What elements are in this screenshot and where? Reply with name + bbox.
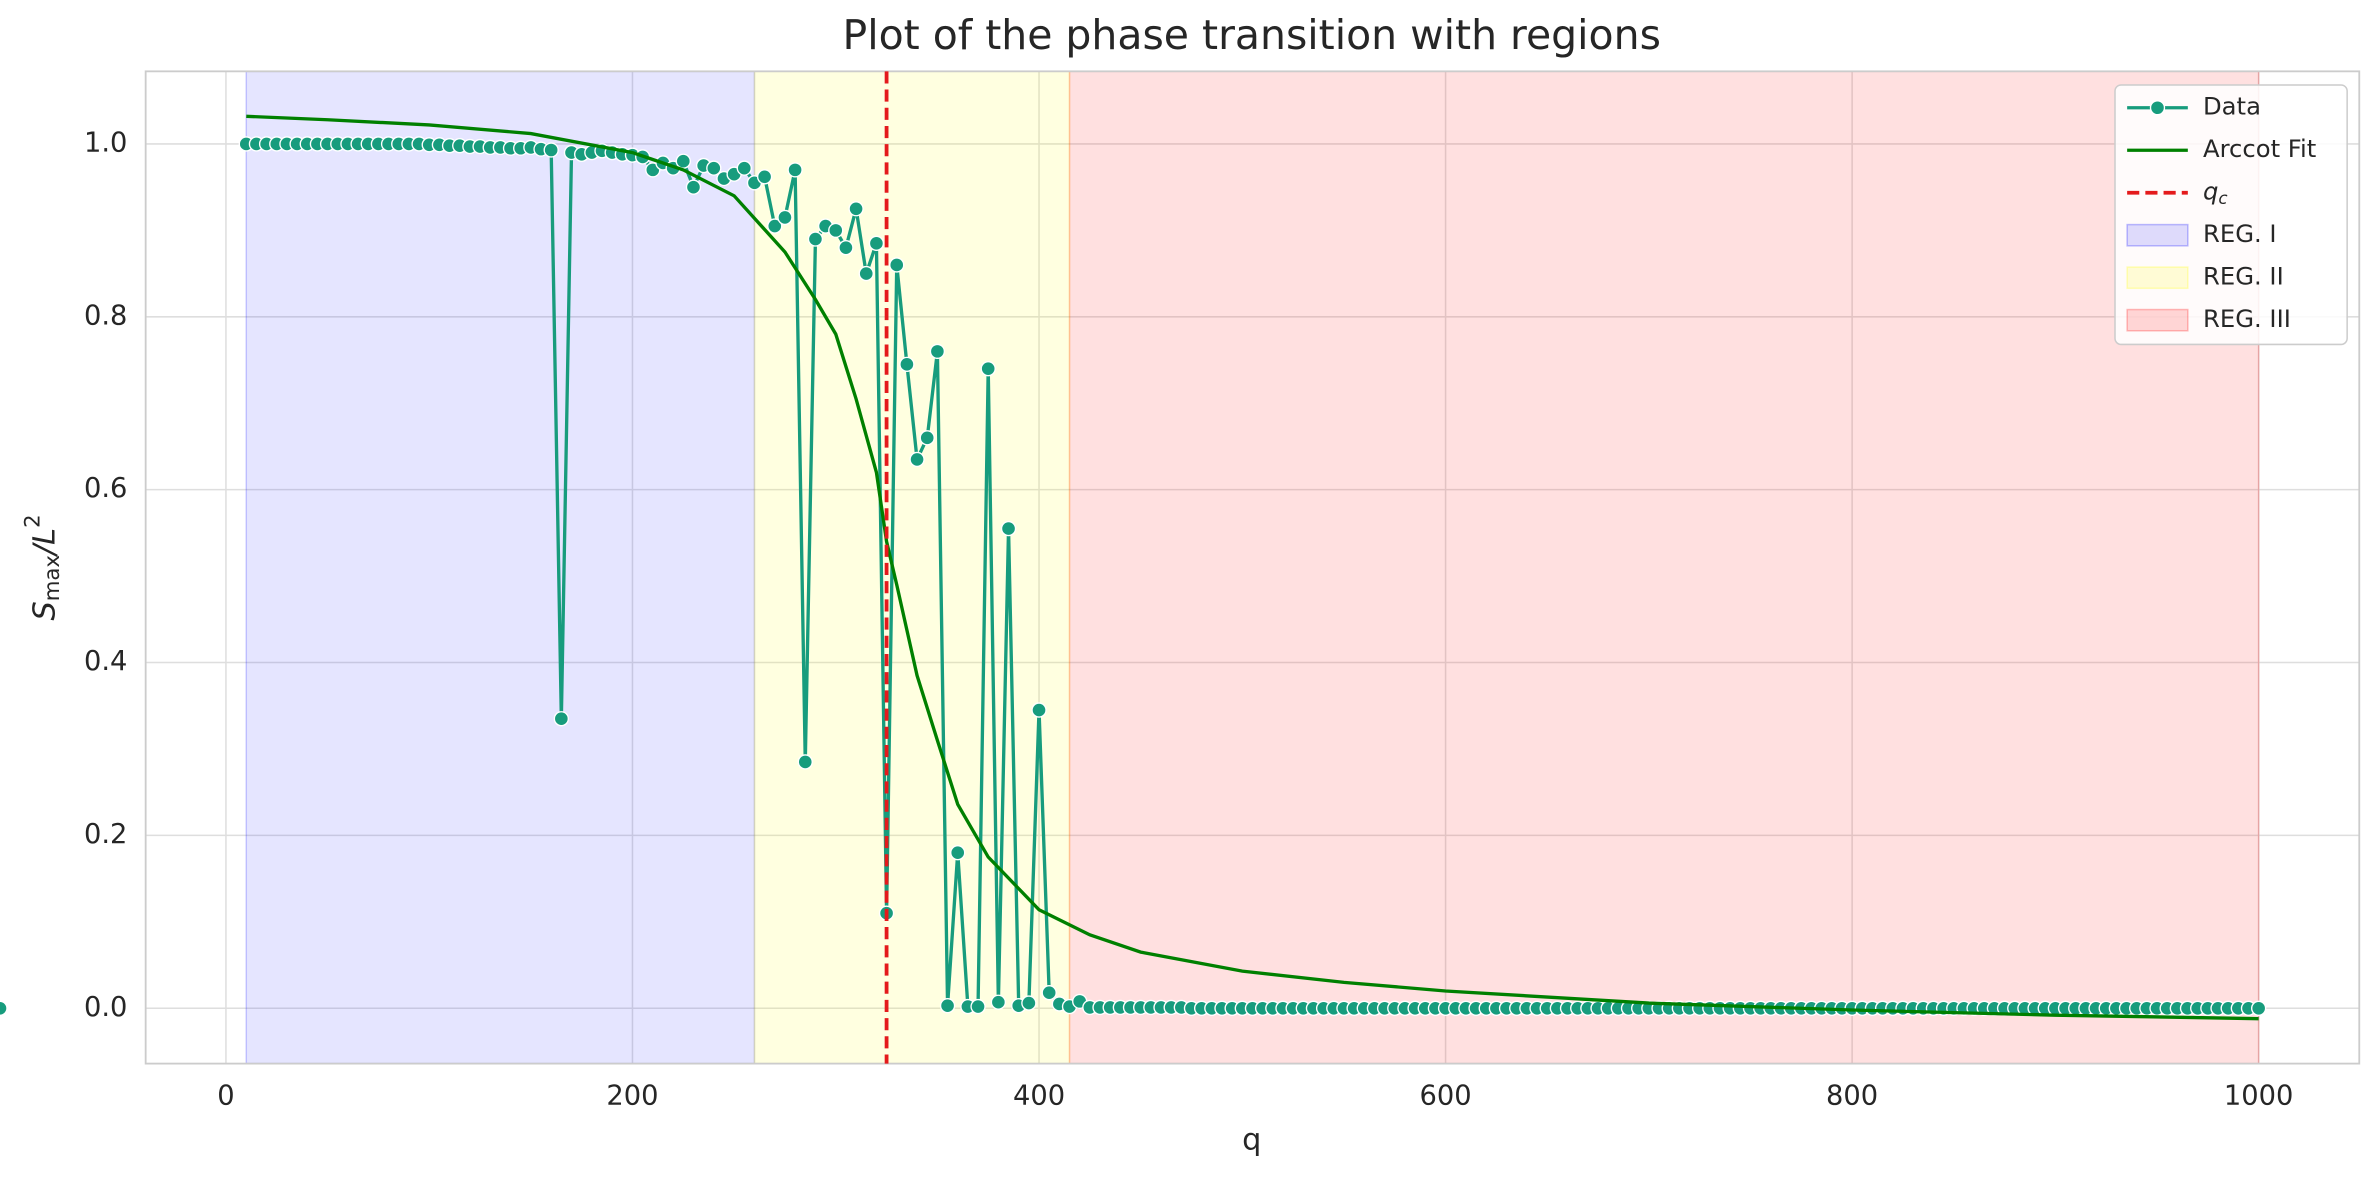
data-point <box>685 179 702 195</box>
legend-marker <box>2149 100 2166 116</box>
y-label-mid: /L <box>27 528 62 558</box>
y-label-sup: 2 <box>20 514 45 528</box>
data-point <box>0 1000 8 1016</box>
data-point <box>939 998 956 1014</box>
data-point <box>553 711 570 727</box>
y-tick-label: 0.0 <box>84 992 127 1023</box>
legend-label: Data <box>2203 92 2261 121</box>
data-point <box>736 160 752 176</box>
data-point <box>838 240 854 256</box>
legend-label: REG. III <box>2203 304 2291 333</box>
plot-frame <box>144 70 2361 1065</box>
legend-label-base: q <box>2203 177 2218 206</box>
data-point <box>980 361 996 377</box>
series-line <box>246 114 2259 1021</box>
y-tick-label: 0.2 <box>84 819 127 850</box>
data-point <box>950 845 966 861</box>
x-tick-label: 400 <box>1013 1080 1065 1111</box>
x-tick-label: 0 <box>217 1080 234 1111</box>
x-axis-label: q <box>1242 1122 1261 1157</box>
x-tick-label: 200 <box>606 1080 658 1111</box>
x-tick-label: 1000 <box>2224 1080 2293 1111</box>
legend-swatch <box>2126 223 2189 247</box>
data-point <box>756 169 773 185</box>
data-point <box>1000 520 1017 537</box>
data-point <box>848 201 864 217</box>
legend-label: qc <box>2203 177 2228 208</box>
legend-label: REG. I <box>2203 219 2277 248</box>
x-tick-label: 600 <box>1420 1080 1472 1111</box>
y-label-base: S <box>27 601 62 620</box>
data-point <box>1041 985 1057 1001</box>
data-point <box>828 222 844 239</box>
y-label-sub: max <box>40 555 65 601</box>
data-point <box>675 153 691 169</box>
legend-label: REG. II <box>2203 262 2284 291</box>
data-point <box>1021 995 1037 1011</box>
data-point <box>889 257 905 273</box>
data-point <box>929 343 946 360</box>
legend-label: Arccot Fit <box>2203 134 2316 163</box>
data-point <box>990 994 1007 1010</box>
data-point <box>807 231 824 247</box>
data-point <box>868 235 885 252</box>
legend-label-sub: c <box>2218 188 2227 207</box>
data-point <box>2250 1000 2267 1016</box>
data-point <box>797 754 813 770</box>
data-point <box>787 162 803 178</box>
region <box>1068 70 2260 1065</box>
y-tick-label: 0.6 <box>84 473 127 504</box>
x-tick-label: 800 <box>1826 1080 1878 1111</box>
data-point <box>543 142 559 158</box>
y-tick-label: 0.4 <box>84 646 127 677</box>
legend-swatch <box>2126 308 2189 332</box>
data-point <box>919 430 935 446</box>
data-point <box>767 218 783 234</box>
y-tick-label: 0.8 <box>84 300 127 331</box>
data-point <box>777 209 793 226</box>
data-point <box>1031 702 1047 718</box>
data-point <box>909 451 925 468</box>
data-point <box>899 356 915 373</box>
data-point <box>858 265 874 282</box>
chart-title: Plot of the phase transition with region… <box>843 11 1661 59</box>
region <box>245 70 756 1065</box>
y-axis-label: Smax/L2 <box>20 514 65 620</box>
y-tick-label: 1.0 <box>84 127 127 158</box>
data-point <box>706 160 722 176</box>
data-point <box>970 998 986 1015</box>
legend-swatch <box>2126 266 2189 290</box>
